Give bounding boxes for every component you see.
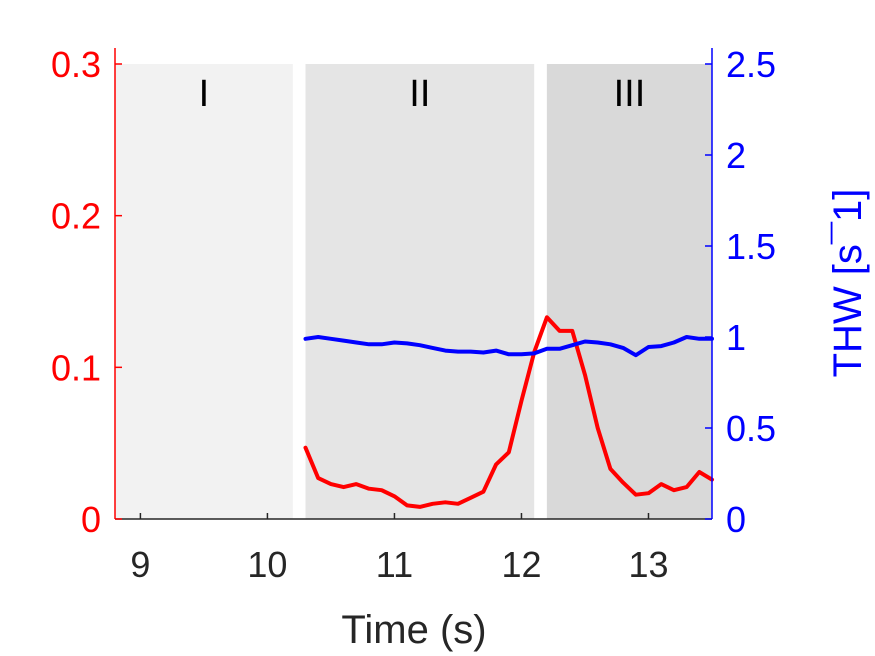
region-label-3: III — [614, 73, 646, 115]
axes — [114, 48, 713, 520]
region-labels: I II III — [199, 73, 646, 115]
series-lines — [303, 315, 714, 509]
x-tick-label: 13 — [628, 544, 668, 585]
right-y-ticks: 0 0.5 1 1.5 2 2.5 — [705, 44, 776, 540]
left-y-tick-label: 0 — [81, 499, 101, 540]
shaded-regions — [115, 64, 712, 519]
x-ticks: 9 10 11 12 13 — [130, 513, 669, 585]
right-y-tick-label: 2.5 — [726, 44, 776, 85]
region-label-2: II — [409, 73, 430, 115]
right-y-axis-label: THW [s¯1] — [826, 189, 870, 378]
region-1 — [115, 64, 293, 519]
right-y-tick-label: 1.5 — [726, 226, 776, 267]
x-tick-label: 12 — [501, 544, 541, 585]
x-tick-label: 9 — [130, 544, 150, 585]
region-3 — [546, 64, 712, 519]
region-2 — [305, 64, 535, 519]
series-line-right — [303, 335, 714, 358]
right-y-tick-label: 2 — [726, 135, 746, 176]
x-tick-label: 11 — [376, 544, 413, 585]
right-y-tick-label: 0 — [726, 499, 746, 540]
series-line-left — [303, 315, 714, 509]
left-y-tick-label: 0.1 — [51, 347, 101, 388]
right-y-tick-label: 0.5 — [726, 408, 776, 449]
left-y-ticks: 0 0.1 0.2 0.3 — [51, 44, 122, 540]
region-label-1: I — [199, 73, 210, 115]
x-axis-label: Time (s) — [341, 608, 486, 652]
x-tick-label: 10 — [247, 544, 287, 585]
right-y-tick-label: 1 — [726, 317, 746, 358]
left-y-tick-label: 0.2 — [51, 196, 101, 237]
left-y-tick-label: 0.3 — [51, 44, 101, 85]
